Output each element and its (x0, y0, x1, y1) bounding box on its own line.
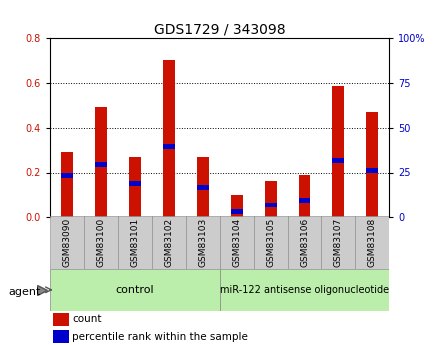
Bar (95, 162, 107, 167)
Text: percentile rank within the sample: percentile rank within the sample (72, 332, 247, 342)
Bar (53, 330, 69, 343)
Text: GSM83103: GSM83103 (198, 218, 207, 267)
Bar (365, 168, 378, 173)
Bar (321, 216, 355, 269)
Bar (84, 216, 118, 269)
Bar (162, 60, 174, 217)
Text: GSM83104: GSM83104 (232, 218, 240, 267)
Bar (230, 195, 242, 217)
Bar (219, 269, 388, 310)
Bar (253, 216, 287, 269)
Bar (61, 174, 73, 178)
Bar (264, 203, 276, 207)
Bar (128, 157, 141, 217)
Text: agent: agent (9, 287, 41, 296)
Bar (264, 181, 276, 217)
Text: control: control (115, 285, 154, 295)
Bar (298, 175, 310, 217)
Text: count: count (72, 315, 102, 324)
Text: GSM83107: GSM83107 (333, 218, 342, 267)
Bar (287, 216, 321, 269)
Bar (50, 216, 84, 269)
Text: GSM83100: GSM83100 (96, 218, 105, 267)
Bar (332, 86, 344, 217)
Bar (95, 107, 107, 217)
Text: GSM83090: GSM83090 (62, 218, 71, 267)
Text: miR-122 antisense oligonucleotide: miR-122 antisense oligonucleotide (220, 285, 388, 295)
Text: GSM83102: GSM83102 (164, 218, 173, 267)
Bar (230, 209, 242, 214)
Bar (151, 216, 185, 269)
Bar (298, 198, 310, 203)
Bar (61, 152, 73, 217)
Bar (53, 313, 69, 326)
Bar (118, 216, 151, 269)
Bar (355, 216, 388, 269)
Text: GSM83101: GSM83101 (130, 218, 139, 267)
Bar (365, 112, 378, 217)
Title: GDS1729 / 343098: GDS1729 / 343098 (154, 23, 285, 37)
Bar (185, 216, 219, 269)
Bar (162, 144, 174, 149)
Bar (50, 269, 219, 310)
Bar (332, 158, 344, 162)
Bar (196, 157, 208, 217)
Bar (219, 216, 253, 269)
Text: GSM83106: GSM83106 (299, 218, 308, 267)
Bar (196, 185, 208, 189)
Text: GSM83108: GSM83108 (367, 218, 376, 267)
Text: GSM83105: GSM83105 (266, 218, 274, 267)
Bar (128, 181, 141, 186)
